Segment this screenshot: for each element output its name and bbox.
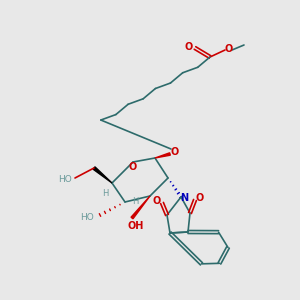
Text: O: O xyxy=(153,196,161,206)
Text: O: O xyxy=(171,147,179,157)
Text: O: O xyxy=(225,44,233,54)
Polygon shape xyxy=(93,167,112,183)
Text: O: O xyxy=(185,42,193,52)
Text: HO: HO xyxy=(80,212,94,221)
Text: O: O xyxy=(196,193,204,203)
Text: HO: HO xyxy=(58,175,72,184)
Text: OH: OH xyxy=(128,221,144,231)
Text: N: N xyxy=(180,193,188,203)
Text: H: H xyxy=(132,196,138,206)
Polygon shape xyxy=(131,196,150,219)
Text: H: H xyxy=(102,190,108,199)
Polygon shape xyxy=(155,153,170,158)
Text: O: O xyxy=(129,162,137,172)
